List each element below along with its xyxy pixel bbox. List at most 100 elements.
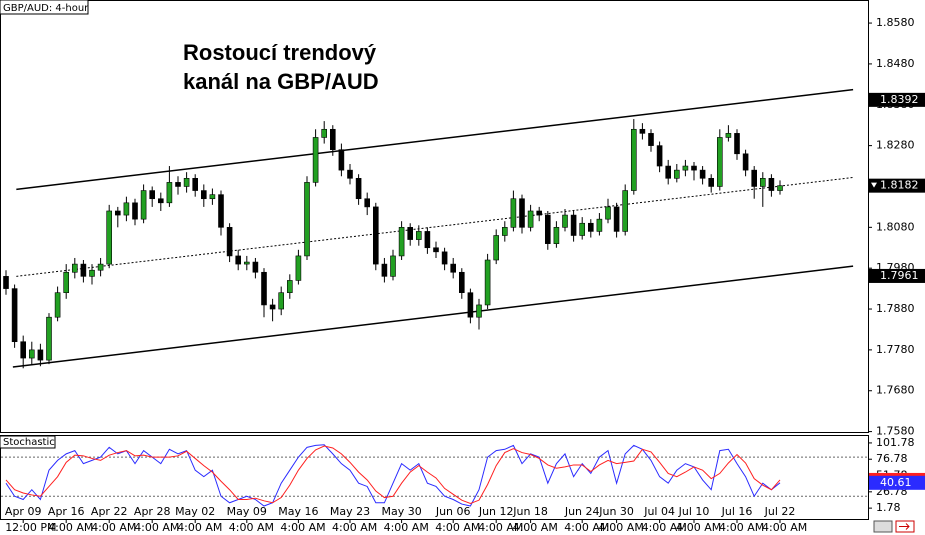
x-time-label: 4:00 AM [435, 521, 480, 534]
header-box [0, 0, 89, 15]
candle-body [46, 316, 52, 361]
candle-body [527, 210, 534, 228]
candle-body [115, 210, 121, 216]
candle-body [355, 178, 362, 200]
candle-body [699, 169, 706, 179]
candle-body [493, 235, 500, 261]
x-time-label: 4:00 AM [719, 521, 764, 534]
y-tick-label: 1.8080 [876, 220, 915, 233]
price-panel-frame [0, 0, 869, 433]
x-tick-label: Jul 22 [764, 505, 796, 518]
candle-body [89, 269, 95, 277]
candle-body [587, 222, 594, 232]
candle-body [441, 251, 448, 265]
candle-body [665, 165, 672, 179]
candle-body [433, 247, 439, 253]
y-tick-label: 1.7780 [876, 343, 915, 356]
annotation: kanál na GBP/AUD [183, 69, 379, 94]
candle-body [725, 133, 732, 138]
candle-body [656, 145, 663, 167]
candle-body [450, 263, 457, 273]
candle-body [777, 185, 783, 191]
last-price-arrow [871, 182, 877, 188]
x-tick-label: Apr 09 [5, 505, 42, 518]
candle-body [381, 263, 388, 277]
candle-body [458, 271, 465, 293]
last-price [869, 178, 925, 193]
y-tick-label: 1.7580 [876, 425, 915, 438]
candle-body [372, 206, 379, 265]
candle-body [734, 133, 740, 155]
candle-body [132, 202, 138, 220]
candle-body [244, 261, 250, 265]
indicator-panel-frame [0, 435, 869, 520]
candle-body [751, 169, 758, 187]
candle-body [347, 169, 353, 179]
candle-body [596, 218, 603, 232]
price-marker [869, 268, 925, 283]
candle-body [269, 304, 276, 310]
y-tick-label: 1.8580 [876, 16, 915, 29]
candle-body [201, 190, 207, 200]
marks: 1.85801.84801.83801.82801.81801.80801.79… [1, 16, 925, 534]
x-tick-label: May 02 [175, 505, 215, 518]
candle-body [140, 190, 147, 220]
candle-body [716, 137, 723, 187]
x-tick-label: May 09 [227, 505, 267, 518]
x-time-label: 4:00 AM [599, 521, 644, 534]
candle-body [467, 292, 474, 318]
x-tick-label: May 23 [330, 505, 370, 518]
y-tick-label: 101.78 [876, 436, 915, 449]
x-time-label: 4:00 AM [564, 521, 609, 534]
candle-body [553, 227, 560, 244]
x-tick-label: Jul 10 [678, 505, 710, 518]
x-time-label: 4:00 AM [642, 521, 687, 534]
y-tick-label: 1.8280 [876, 139, 915, 152]
candle-body [691, 165, 697, 171]
x-tick-label: Apr 16 [48, 505, 85, 518]
scroll-icon[interactable] [873, 520, 893, 533]
last-price-label: 1.8182 [880, 179, 919, 192]
candle-body [708, 178, 715, 187]
candle-body [175, 182, 181, 187]
candle-body [235, 255, 241, 265]
candle-body [407, 227, 414, 240]
candle-body [613, 206, 620, 232]
price-marker [869, 92, 925, 107]
indicator-name: Stochastic [3, 437, 55, 448]
x-tick-label: Jun 18 [512, 505, 548, 518]
candle-body [295, 255, 302, 281]
candle-body [476, 304, 482, 318]
candle-body [304, 182, 310, 257]
candle-body [673, 169, 680, 179]
candle-body [605, 206, 611, 220]
x-tick-label: Jun 30 [598, 505, 634, 518]
y-tick-label: 1.7880 [876, 302, 915, 315]
x-time-label: 4:00 AM [384, 521, 429, 534]
x-time-label: 4:00 AM [478, 521, 523, 534]
y-tick-label: 1.7680 [876, 384, 915, 397]
candle-body [329, 128, 336, 151]
y-tick-label: 1.78 [876, 501, 901, 514]
candle-body [63, 271, 70, 293]
x-tick-label: Jun 12 [478, 505, 514, 518]
shift-arrow [899, 523, 910, 530]
candle-body [639, 128, 646, 134]
candle-body [286, 280, 293, 293]
candle-body [20, 341, 27, 359]
candle-body [501, 227, 508, 236]
candle-body [510, 198, 517, 228]
candle-body [398, 227, 405, 257]
x-time-label: 4:00 AM [676, 521, 721, 534]
y-tick-label: 1.8480 [876, 57, 915, 70]
candle-body [536, 210, 543, 216]
candle-body [630, 128, 637, 191]
x-tick-label: Jul 04 [643, 505, 675, 518]
x-time-label: 4:00 AM [513, 521, 558, 534]
x-time-label: 4:00 AM [134, 521, 179, 534]
x-time-label: 4:00 AM [229, 521, 274, 534]
stochastic-line [5, 445, 781, 504]
trendline [16, 88, 854, 191]
x-tick-label: May 30 [381, 505, 421, 518]
candle-body [218, 194, 224, 228]
